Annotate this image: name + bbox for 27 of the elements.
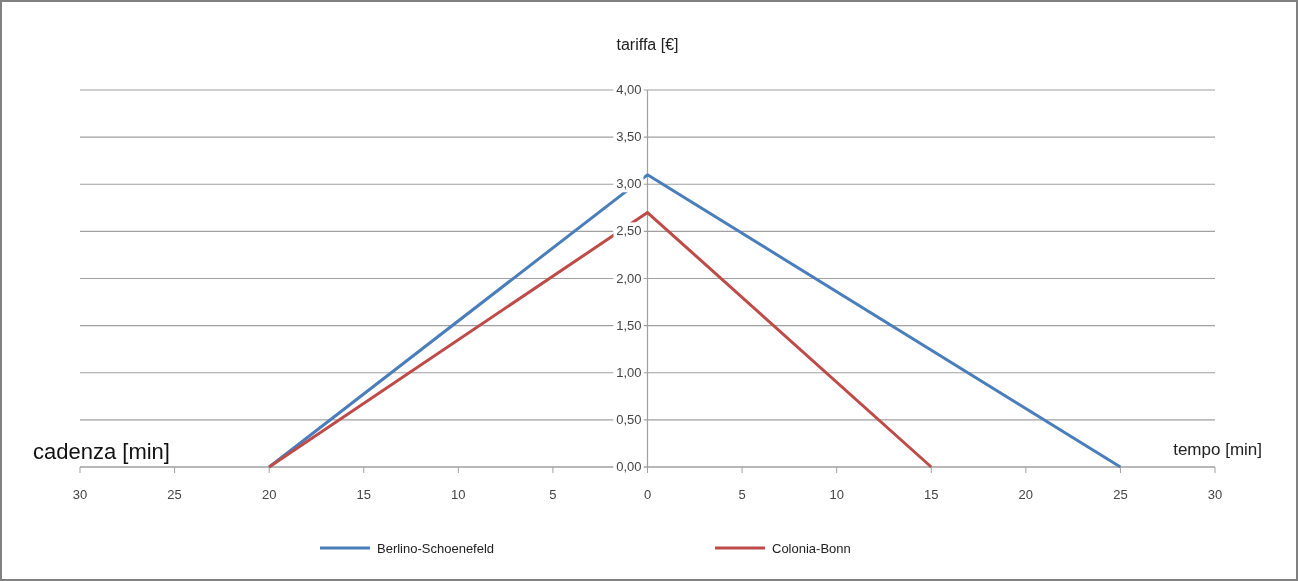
x-tick-label: 20 <box>261 487 277 502</box>
x-tick-label: 15 <box>924 487 939 502</box>
y-tick-label: 2,50 <box>616 223 642 239</box>
x-tick-label: 10 <box>451 487 466 502</box>
y-tick-label: 0,50 <box>616 411 642 427</box>
x-tick-label: 30 <box>1207 487 1223 502</box>
legend-label: Colonia-Bonn <box>772 541 851 556</box>
y-tick-label: 0,00 <box>616 459 642 474</box>
x-axis-title: tempo [min] <box>1173 440 1262 459</box>
x-tick-label: 30 <box>72 487 88 502</box>
x-tick-label: 25 <box>167 487 182 502</box>
x-tick-label: 25 <box>1113 487 1128 502</box>
y-tick-label: 4,00 <box>616 82 642 97</box>
y-tick-label: 3,50 <box>616 129 642 145</box>
y-axis-title: tariffa [€] <box>616 36 679 53</box>
annotation: cadenza [min] <box>33 439 170 464</box>
y-tick-label: 2,00 <box>616 270 642 286</box>
x-tick-label: 5 <box>738 487 746 502</box>
x-tick-label: 20 <box>1018 487 1034 502</box>
y-tick-label: 3,00 <box>616 176 642 192</box>
y-tick-label: 1,00 <box>616 364 642 380</box>
legend-label: Berlino-Schoenefeld <box>377 541 495 556</box>
x-tick-label: 15 <box>356 487 371 502</box>
y-tick-label: 1,50 <box>616 317 642 333</box>
x-tick-label: 10 <box>829 487 844 502</box>
x-tick-label: 5 <box>549 487 557 502</box>
x-tick-label: 0 <box>643 487 652 502</box>
